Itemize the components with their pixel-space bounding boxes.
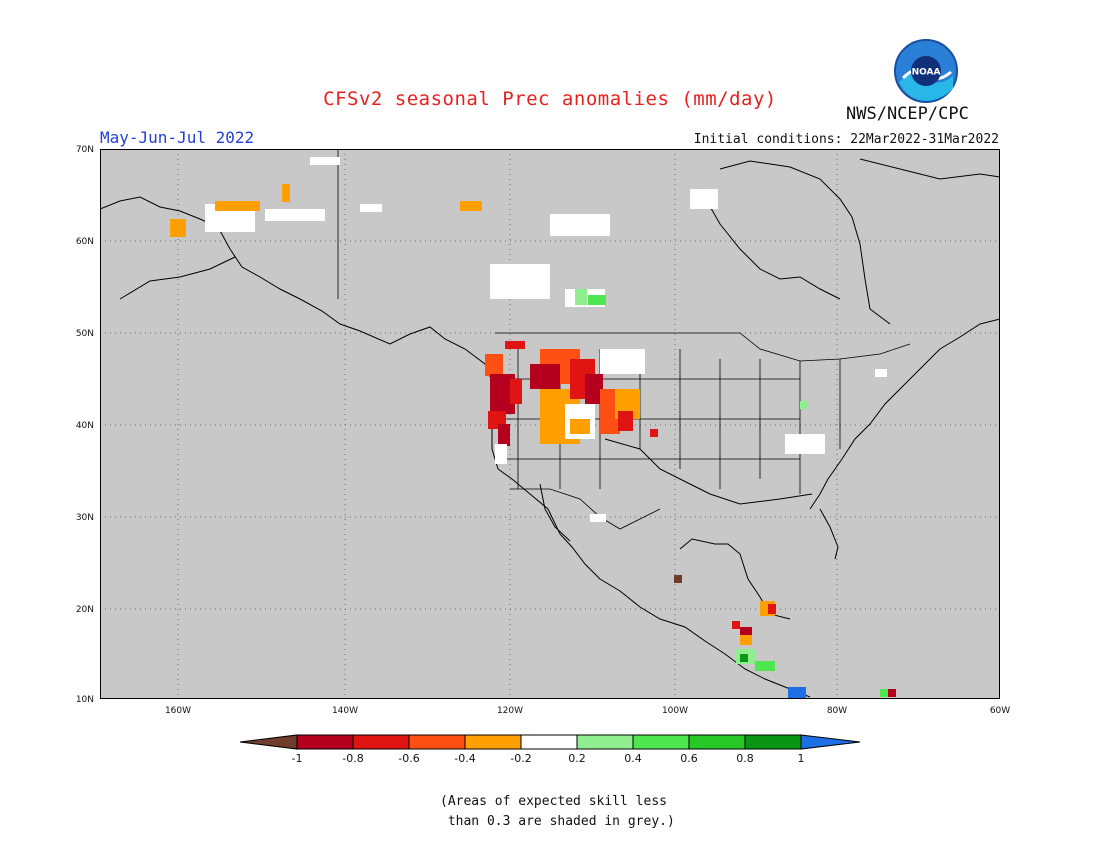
skill-note: (Areas of expected skill less than 0.3 a…: [440, 792, 760, 832]
initial-conditions-label: Initial conditions: 22Mar2022-31Mar2022: [693, 132, 999, 147]
period-label: May-Jun-Jul 2022: [100, 128, 255, 147]
lon-label: 160W: [164, 706, 192, 716]
anomaly-cells-canada: [490, 189, 718, 307]
lon-label: 80W: [826, 706, 848, 716]
lat-label: 10N: [75, 695, 94, 705]
lon-label: 60W: [989, 706, 1011, 716]
skill-note-line1: (Areas of expected skill less: [440, 794, 667, 809]
colorbar-label: 0.2: [568, 752, 586, 765]
colorbar-bin: [520, 734, 578, 750]
anomaly-cells-central-america: [674, 575, 896, 699]
colorbar-bin: [408, 734, 466, 750]
lon-label: 100W: [661, 706, 689, 716]
colorbar-bin: [296, 734, 354, 750]
anomaly-cells-west-us: [485, 341, 658, 522]
lon-label: 140W: [331, 706, 359, 716]
lat-label: 30N: [75, 513, 94, 523]
skill-note-line2: than 0.3 are shaded in grey.): [440, 814, 675, 829]
colorbar-bin: [688, 734, 746, 750]
anomaly-cells-alaska: [170, 157, 482, 237]
colorbar-label: 1: [797, 752, 805, 765]
colorbar-label: 0.4: [624, 752, 642, 765]
lon-label: 120W: [496, 706, 524, 716]
colorbar-bin: [352, 734, 410, 750]
coastlines: [100, 158, 1000, 698]
colorbar-bin: [576, 734, 634, 750]
colorbar-bin: [744, 734, 802, 750]
colorbar-label: 0.6: [680, 752, 698, 765]
colorbar: [240, 734, 861, 750]
colorbar-bin: [632, 734, 690, 750]
lat-label: 20N: [75, 605, 94, 615]
colorbar-label: -0.6: [398, 752, 420, 765]
colorbar-below-min: [240, 734, 298, 750]
colorbar-label: -0.2: [510, 752, 532, 765]
org-label: NWS/NCEP/CPC: [846, 104, 969, 124]
lat-label: 50N: [75, 329, 94, 339]
map-title: CFSv2 seasonal Prec anomalies (mm/day): [323, 88, 777, 110]
noaa-logo-text: NOAA: [912, 68, 941, 78]
colorbar-label: -0.4: [454, 752, 476, 765]
lat-label: 60N: [75, 237, 94, 247]
anomaly-cells-east: [785, 369, 887, 454]
colorbar-label: -1: [291, 752, 303, 765]
lat-label: 70N: [75, 145, 94, 155]
colorbar-label: -0.8: [342, 752, 364, 765]
lat-label: 40N: [75, 421, 94, 431]
colorbar-above-max: [800, 734, 861, 750]
precip-anomaly-map: [100, 149, 1000, 699]
colorbar-label: 0.8: [736, 752, 754, 765]
noaa-logo: NOAA: [893, 38, 959, 104]
colorbar-bin: [464, 734, 522, 750]
